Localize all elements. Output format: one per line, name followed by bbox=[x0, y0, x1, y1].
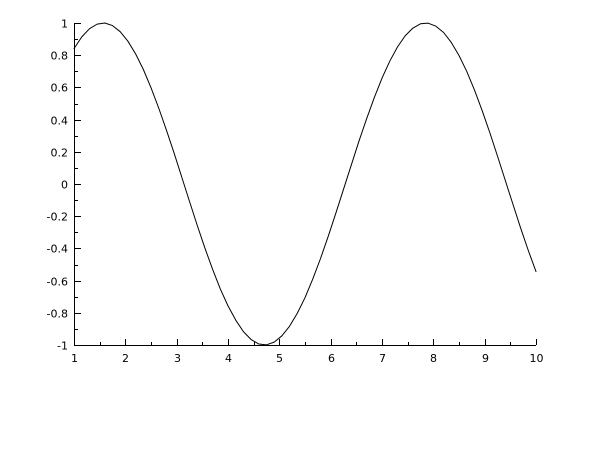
x-tick-label: 6 bbox=[328, 352, 335, 365]
x-tick-label: 8 bbox=[430, 352, 437, 365]
x-tick-label: 2 bbox=[122, 352, 129, 365]
y-tick-label: 0.2 bbox=[51, 147, 69, 160]
y-tick-label: -0.2 bbox=[47, 211, 68, 224]
y-tick-label: -0.4 bbox=[47, 243, 68, 256]
y-tick-label: -1 bbox=[57, 340, 68, 353]
y-tick-label: -0.6 bbox=[47, 276, 68, 289]
x-tick-label: 4 bbox=[225, 352, 232, 365]
y-tick-label: 1 bbox=[61, 18, 68, 31]
x-tick-label: 5 bbox=[276, 352, 283, 365]
x-tick-label: 3 bbox=[174, 352, 181, 365]
y-tick-label: -0.8 bbox=[47, 308, 68, 321]
y-axis: 1 0.8 0.6 0.4 0.2 0 -0.2 -0.4 -0.6 -0.8 -1 bbox=[47, 18, 81, 353]
y-tick-label: 0.6 bbox=[51, 82, 69, 95]
y-tick-label: 0 bbox=[61, 179, 68, 192]
x-tick-label: 7 bbox=[379, 352, 386, 365]
x-tick-label: 1 bbox=[71, 352, 78, 365]
x-tick-label: 10 bbox=[530, 352, 544, 365]
x-axis: 1 2 3 4 5 6 7 8 9 10 bbox=[71, 339, 544, 365]
y-tick-label: 0.4 bbox=[51, 115, 69, 128]
x-tick-label: 9 bbox=[482, 352, 489, 365]
data-line-sin bbox=[73, 22, 537, 346]
y-tick-label: 0.8 bbox=[51, 50, 69, 63]
data-series-group bbox=[73, 22, 537, 346]
